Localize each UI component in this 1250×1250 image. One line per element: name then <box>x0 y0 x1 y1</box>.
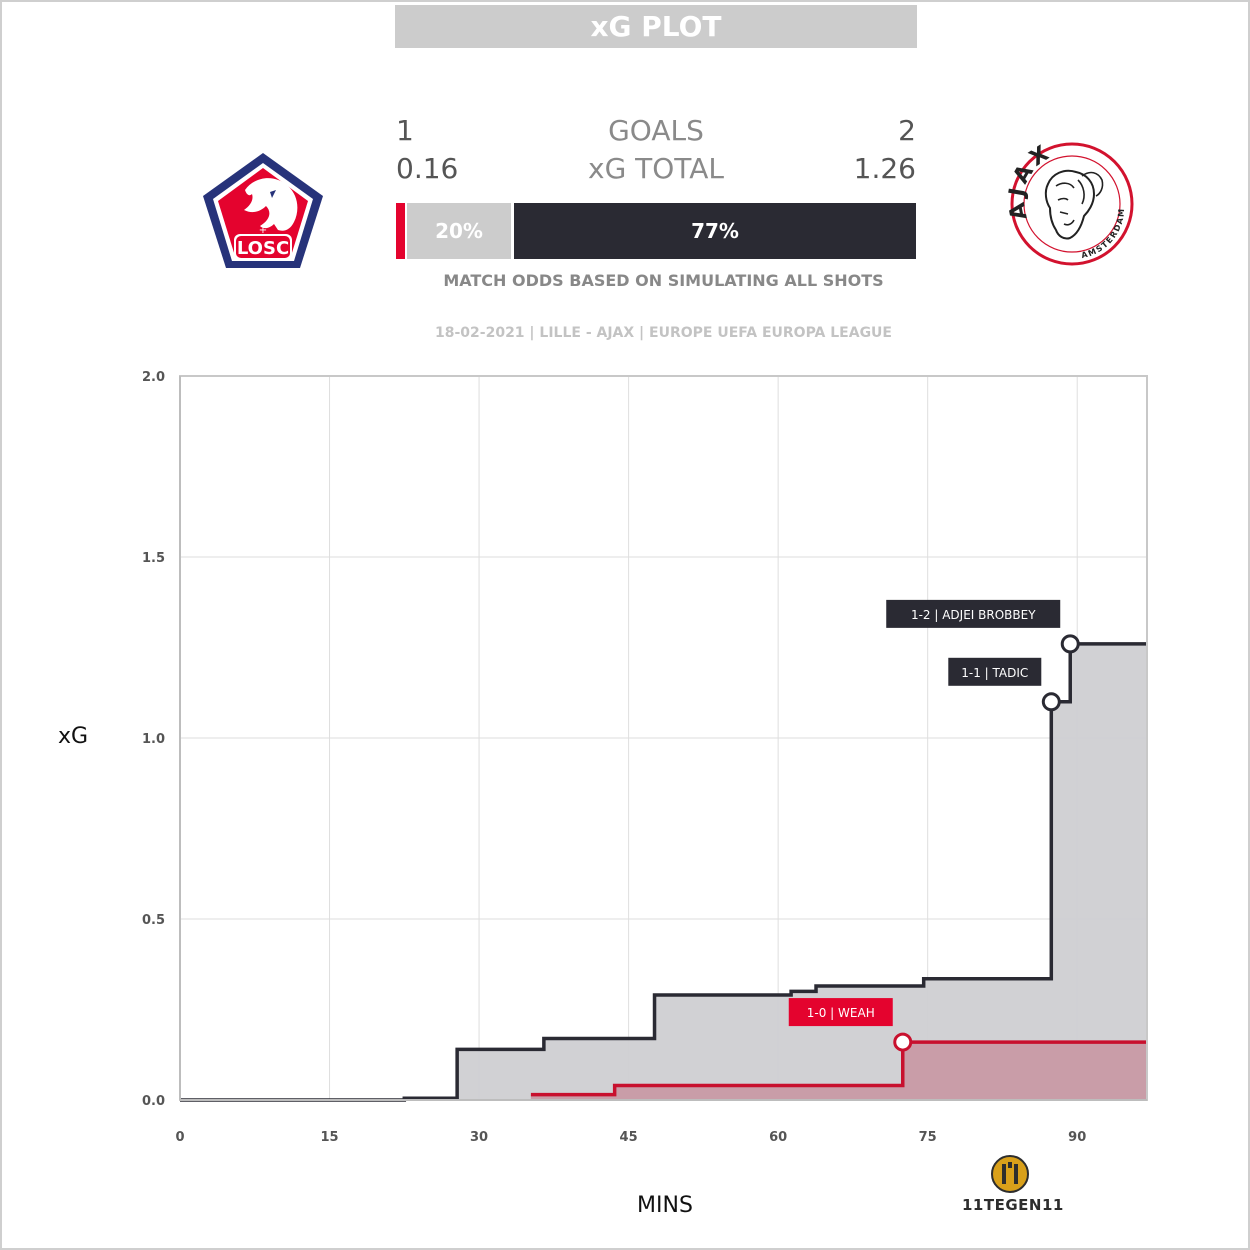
away-goals: 2 <box>898 114 916 147</box>
lille-logo: LOSC + <box>203 153 323 268</box>
brand-logo: 11TEGEN11 <box>962 1150 1064 1220</box>
lille-line <box>530 1040 1147 1097</box>
svg-text:+: + <box>259 225 267 236</box>
xg-total-label: xG TOTAL <box>588 152 724 185</box>
annotation-label-box <box>886 599 1061 628</box>
y-tick-label: 2.0 <box>142 370 165 385</box>
x-tick-label: 0 <box>175 1130 184 1145</box>
x-tick-label: 60 <box>769 1130 787 1145</box>
ajax-line <box>180 642 1147 1102</box>
y-axis-label: xG <box>58 724 89 749</box>
annotation-label-box <box>948 657 1042 686</box>
page-title: xG PLOT <box>395 5 917 48</box>
x-axis-label: MINS <box>637 1193 693 1218</box>
ajax-logo: AJAX AMSTERDAM <box>1008 140 1134 266</box>
away-xg-total: 1.26 <box>853 152 916 185</box>
goal-marker <box>893 1032 913 1052</box>
goals-label: GOALS <box>608 114 704 147</box>
y-tick-label: 0.5 <box>142 913 165 928</box>
x-tick-label: 15 <box>320 1130 338 1145</box>
x-tick-label: 75 <box>919 1130 937 1145</box>
x-tick-label: 90 <box>1068 1130 1086 1145</box>
home-win-probability-bar <box>396 203 405 259</box>
brand-icon <box>991 1155 1029 1193</box>
draw-probability-bar: 20% <box>407 203 511 259</box>
annotation-label: 1-2 | ADJEI BROBBEY <box>911 608 1036 622</box>
y-tick-label: 1.5 <box>142 551 165 566</box>
goal-marker <box>1041 692 1061 712</box>
annotation-label: 1-0 | WEAH <box>807 1006 875 1020</box>
lille-logo-text: LOSC <box>237 238 289 259</box>
y-tick-label: 1.0 <box>142 732 165 747</box>
home-goals: 1 <box>396 114 414 147</box>
chart-lines <box>180 642 1147 1102</box>
chart-ticks: 0 15 30 45 60 75 90 0.0 0.5 1.0 1.5 2.0 <box>142 370 1086 1145</box>
chart-frame <box>179 375 1148 1101</box>
goal-marker <box>1060 634 1080 654</box>
odds-caption: MATCH ODDS BASED ON SIMULATING ALL SHOTS <box>443 271 884 290</box>
annotation-label-box <box>788 998 893 1027</box>
annotation-label: 1-1 | TADIC <box>961 666 1028 680</box>
match-info: 18-02-2021 | LILLE - AJAX | EUROPE UEFA … <box>435 325 892 341</box>
home-xg-total: 0.16 <box>396 152 459 185</box>
brand-text: 11TEGEN11 <box>962 1196 1064 1214</box>
x-tick-label: 30 <box>470 1130 488 1145</box>
y-tick-label: 0.0 <box>142 1094 165 1109</box>
x-tick-label: 45 <box>620 1130 638 1145</box>
away-win-probability-bar: 77% <box>514 203 916 259</box>
chart-annotations: 1-2 | ADJEI BROBBEY 1-1 | TADIC 1-0 | WEAH <box>788 599 1080 1052</box>
